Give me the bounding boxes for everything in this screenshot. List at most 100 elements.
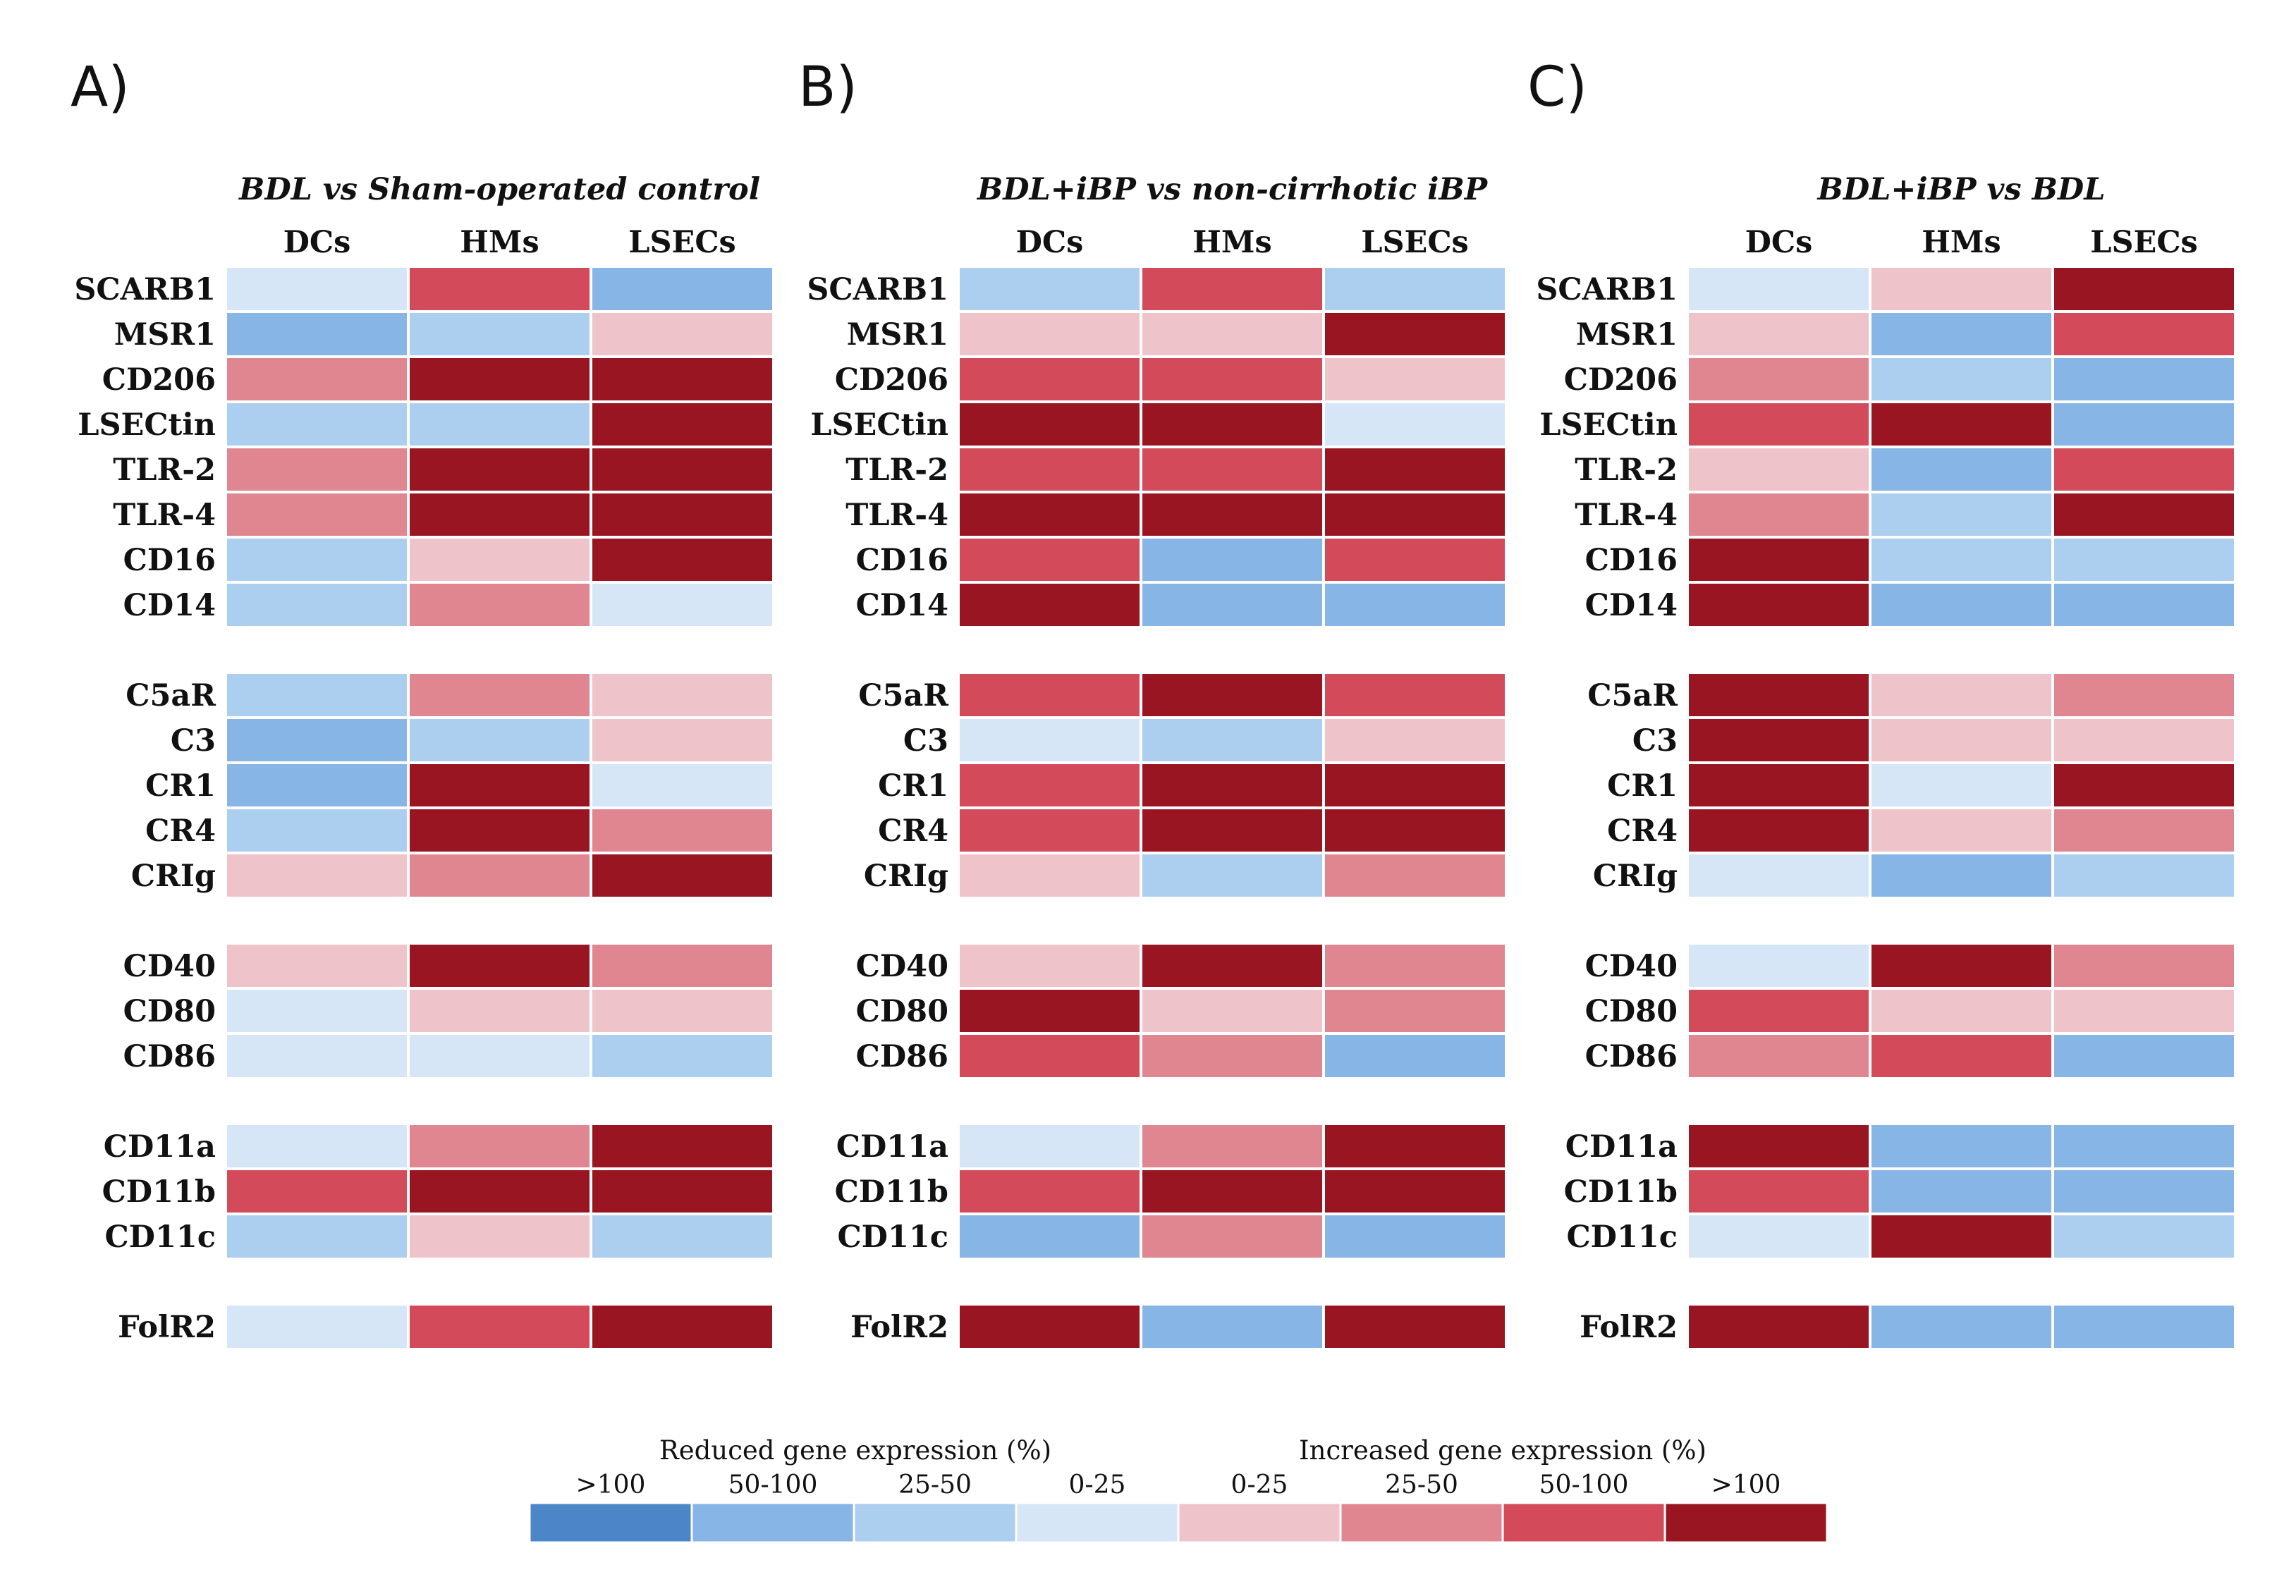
row-label: CD16 [856,543,948,578]
row-label: CD40 [856,949,948,984]
heatmap-cell [590,400,775,448]
panel-title: BDL vs Sham-operated control [238,172,760,207]
heatmap-cell [590,806,775,854]
heatmap-cell [407,806,592,854]
heatmap-cell [590,761,775,809]
row-label: CD86 [1585,1039,1678,1074]
heatmap-cell [1869,806,2054,854]
heatmap-cell [1686,1122,1871,1170]
heatmap-cell [590,671,775,719]
heatmap-cell [1869,716,2054,764]
heatmap-cell [1322,806,1508,854]
heatmap-cell [1869,987,2054,1035]
heatmap-cell [590,1032,775,1080]
heatmap-cell [224,355,410,403]
heatmap-cell [1869,671,2054,719]
panel-title: BDL+iBP vs BDL [1816,172,2106,207]
heatmap-cell [2051,491,2237,539]
heatmap-cell [1322,1032,1508,1080]
heatmap-cell [1686,671,1871,719]
heatmap-cell [1869,1122,2054,1170]
heatmap-cell [957,942,1142,990]
row-label: C5aR [858,678,948,713]
row-label: CD86 [856,1039,948,1074]
heatmap-cell [957,400,1142,448]
heatmap-cell [224,310,410,358]
heatmap-cell [1686,761,1871,809]
heatmap-cell [224,581,410,629]
heatmap-cell [957,491,1142,539]
heatmap-panel-b: B) BDL+iBP vs non-cirrhotic iBP DCs HMs LSEC… [798,56,1508,1351]
row-label: FolR2 [1580,1310,1678,1345]
row-label: SCARB1 [74,272,216,307]
row-label: CD206 [835,362,948,398]
heatmap-cell [590,1303,775,1351]
heatmap-cell [1322,581,1508,629]
heatmap-cell [1140,536,1325,584]
row-label: MSR1 [1576,317,1678,352]
row-label: CD14 [123,588,216,623]
heatmap-cell [407,1167,592,1215]
heatmap-cell [590,491,775,539]
row-label: TLR-4 [1575,498,1678,533]
legend-swatch [1015,1502,1180,1544]
heatmap-cell [957,671,1142,719]
heatmap-cell [1140,716,1325,764]
heatmap-cell [1686,1032,1871,1080]
heatmap-cell [407,400,592,448]
heatmap-cell [1869,536,2054,584]
heatmap-cell [407,942,592,990]
legend-bin-label: 0-25 [1231,1471,1288,1499]
row-label: CRIg [1593,859,1678,894]
row-label: CD206 [102,362,216,398]
panel-letter: B) [798,56,857,119]
heatmap-cell [407,671,592,719]
heatmap-cell [407,1303,592,1351]
heatmap-cell [1140,310,1325,358]
heatmap-cell [590,1167,775,1215]
heatmap-cell [407,446,592,493]
heatmap-cell [1869,310,2054,358]
heatmap-cell [407,355,592,403]
row-label: CR1 [145,768,216,804]
heatmap-cell [1869,1032,2054,1080]
heatmap-cell [1686,716,1871,764]
heatmap-cell [957,265,1142,313]
heatmap-cell [1322,446,1508,493]
row-label: CD11b [1564,1174,1678,1210]
heatmap-cell [957,1167,1142,1215]
panel-letter: C) [1527,56,1587,119]
heatmap-cell [407,491,592,539]
heatmap-cell [1686,491,1871,539]
column-label: DCs [283,225,351,260]
heatmap-cell [1869,581,2054,629]
heatmap-cell [1686,581,1871,629]
heatmap-cell [407,310,592,358]
heatmap-cell [590,716,775,764]
heatmap-cell [1322,761,1508,809]
row-label: CD14 [856,588,948,623]
heatmap-cell [957,1303,1142,1351]
row-label: CRIg [131,859,216,894]
legend-title-reduced: Reduced gene expression (%) [659,1435,1051,1466]
heatmap-cell [1140,1303,1325,1351]
heatmap-cell [590,446,775,493]
heatmap-cell [1322,716,1508,764]
legend-bin-label: >100 [576,1471,646,1499]
heatmap-cell [407,1213,592,1260]
heatmap-cell [407,581,592,629]
heatmap-cell [1686,987,1871,1035]
heatmap-cell [957,761,1142,809]
legend-bin-label: 50-100 [1539,1471,1629,1499]
heatmap-cell [1140,942,1325,990]
legend-swatch [1501,1502,1666,1544]
heatmap-cell [407,265,592,313]
heatmap-cell [2051,761,2237,809]
column-label: LSECs [628,225,736,260]
heatmap-cell [1322,310,1508,358]
legend-swatch [853,1502,1018,1544]
heatmap-cell [2051,1122,2237,1170]
heatmap-cell [1140,1167,1325,1215]
